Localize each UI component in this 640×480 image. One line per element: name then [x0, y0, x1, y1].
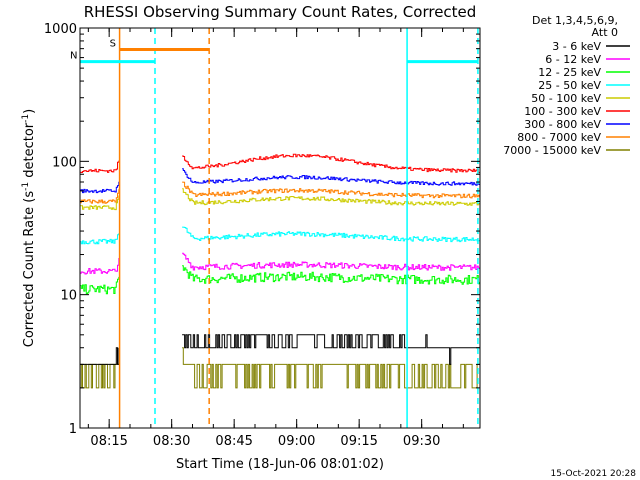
series-line-cccc00	[80, 195, 120, 211]
series-line-000000	[80, 347, 120, 365]
legend-label: 800 - 7000 keV	[517, 131, 601, 144]
flag-label-n: N	[70, 51, 77, 62]
series-line-0000ff	[182, 168, 480, 186]
series-group	[80, 153, 480, 389]
y-tick-label: 1000	[44, 22, 77, 37]
y-axis-label: Corrected Count Rate (s-1 detector-1)	[21, 109, 37, 347]
series-line-ff0000	[80, 160, 120, 173]
series-line-00ff00	[182, 265, 480, 285]
legend-header-detectors: Det 1,3,4,5,6,9,	[532, 14, 618, 27]
series-line-00ff00	[80, 276, 120, 295]
series-line-ff8000	[182, 181, 480, 199]
x-tick-label: 08:15	[90, 434, 127, 449]
series-line-cccc00	[182, 188, 480, 206]
legend-label: 12 - 25 keV	[538, 66, 601, 79]
series-line-ff00ff	[182, 252, 480, 271]
x-tick-label: 09:00	[278, 434, 315, 449]
flag-label-s: S	[110, 38, 116, 49]
series-line-ff0000	[182, 153, 480, 173]
x-tick-label: 08:30	[153, 434, 190, 449]
footer-timestamp: 15-Oct-2021 20:28	[551, 469, 637, 479]
chart-title: RHESSI Observing Summary Count Rates, Co…	[84, 3, 477, 21]
x-tick-label: 09:15	[340, 434, 377, 449]
x-tick-label: 09:30	[403, 434, 440, 449]
legend-label: 100 - 300 keV	[524, 105, 601, 118]
legend-label: 25 - 50 keV	[538, 79, 601, 92]
plot-frame	[79, 27, 481, 429]
x-axis-label: Start Time (18-Jun-06 08:01:02)	[176, 457, 384, 472]
series-line-0000ff	[80, 181, 120, 194]
series-line-00ffff	[80, 233, 120, 245]
series-line-ff8000	[80, 189, 120, 204]
legend-label: 7000 - 15000 keV	[503, 144, 601, 157]
y-tick-label: 1	[69, 422, 77, 437]
legend-label: 6 - 12 keV	[545, 53, 601, 66]
series-line-ff00ff	[80, 258, 120, 275]
series-line-00ffff	[182, 226, 480, 243]
y-tick-label: 10	[60, 289, 77, 304]
series-line-808000	[80, 363, 119, 389]
legend-header-attenuator: Att 0	[592, 26, 618, 39]
legend-label: 50 - 100 keV	[531, 92, 601, 105]
plot-area: SN	[70, 28, 480, 428]
axes: 1 10 100 1000 08:15 08:30 08:45 09:00 09:15 09:30	[44, 22, 481, 449]
x-tick-label: 08:45	[215, 434, 252, 449]
legend-label: 300 - 800 keV	[524, 118, 601, 131]
y-tick-label: 100	[52, 155, 77, 170]
series-line-808000	[182, 347, 480, 389]
series-line-000000	[182, 334, 480, 365]
legend-label: 3 - 6 keV	[552, 40, 601, 53]
